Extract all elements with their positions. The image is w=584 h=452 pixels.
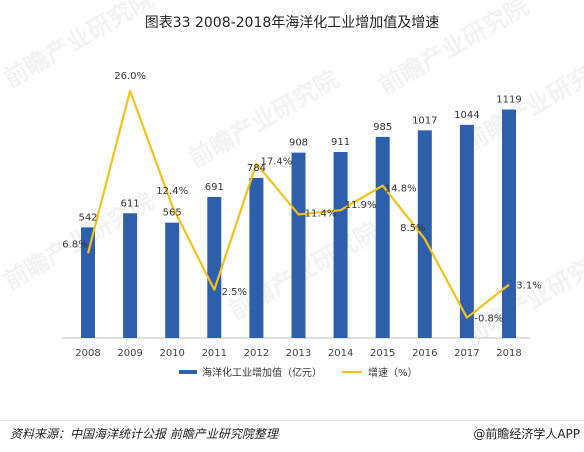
legend-label-line: 增速（%） [368,366,418,379]
bar-series [81,109,516,338]
bar-value-label: 908 [289,138,308,149]
bar-value-label: 565 [163,208,182,219]
bar-value-label: 1044 [454,110,479,121]
line-value-label: 14.8% [385,184,417,195]
growth-line [86,89,510,319]
bar-value-label: 911 [331,137,350,148]
x-tick-label: 2008 [75,348,100,359]
line-value-label: 2.5% [222,287,247,298]
chart-title: 图表33 2008-2018年海洋化工业增加值及增速 [144,15,440,31]
x-tick-label: 2017 [454,348,479,359]
watermark-text: 前瞻产业研究院 [459,242,584,350]
line-value-label: 11.9% [345,200,377,211]
x-axis: 2008 2009 2010 2011 2012 2013 2014 2015 2016 2017… [62,337,530,359]
watermark-text: 前瞻产业研究院 [374,0,533,100]
bar [291,152,306,338]
x-tick-label: 2013 [286,348,311,359]
line-series [86,89,510,319]
x-tick-label: 2018 [496,348,521,359]
bar-value-label: 1017 [412,115,437,126]
x-tick-label: 2009 [117,348,142,359]
x-tick-label: 2015 [370,348,395,359]
line-value-label: 6.8% [62,239,87,250]
legend: 海洋化工业增加值（亿元） 增速（%） [179,366,418,379]
bar-value-label: 784 [247,163,266,174]
bar [165,222,180,338]
x-tick-label: 2014 [328,348,353,359]
footer-divider [0,420,584,421]
legend-label-bar: 海洋化工业增加值（亿元） [202,366,322,379]
bar [207,196,222,338]
bar [459,124,474,338]
line-value-label: 3.1% [516,281,541,292]
bar [502,109,516,338]
line-value-label: 8.5% [400,223,425,234]
line-value-label: 17.4% [261,157,293,168]
x-tick-label: 2012 [244,348,269,359]
line-value-label: 12.4% [156,186,188,197]
bar-value-label: 1119 [496,95,521,106]
bar [333,152,348,338]
bar-value-label: 611 [121,198,140,209]
bar-value-label: 985 [373,122,392,133]
bar [417,130,432,338]
x-tick-label: 2010 [159,348,184,359]
bar [123,213,138,338]
legend-swatch-bar [179,370,197,374]
x-tick-label: 2011 [202,348,227,359]
bar [375,136,390,338]
brand-credit: @前瞻经济学人APP [473,427,580,441]
x-tick-label: 2016 [412,348,437,359]
bar [249,177,264,338]
data-labels: 542 611 565 691 784 908 911 985 1017 1044 1119 6.8%… [62,71,541,325]
bar [81,227,95,338]
line-value-label: -0.8% [474,314,503,325]
source-note: 资料来源：中国海洋统计公报 前瞻产业研究院整理 [10,427,278,441]
line-value-label: 11.4% [305,208,337,219]
bar-value-label: 691 [205,182,224,193]
line-value-label: 26.0% [114,71,146,82]
bar-value-label: 542 [78,212,97,223]
